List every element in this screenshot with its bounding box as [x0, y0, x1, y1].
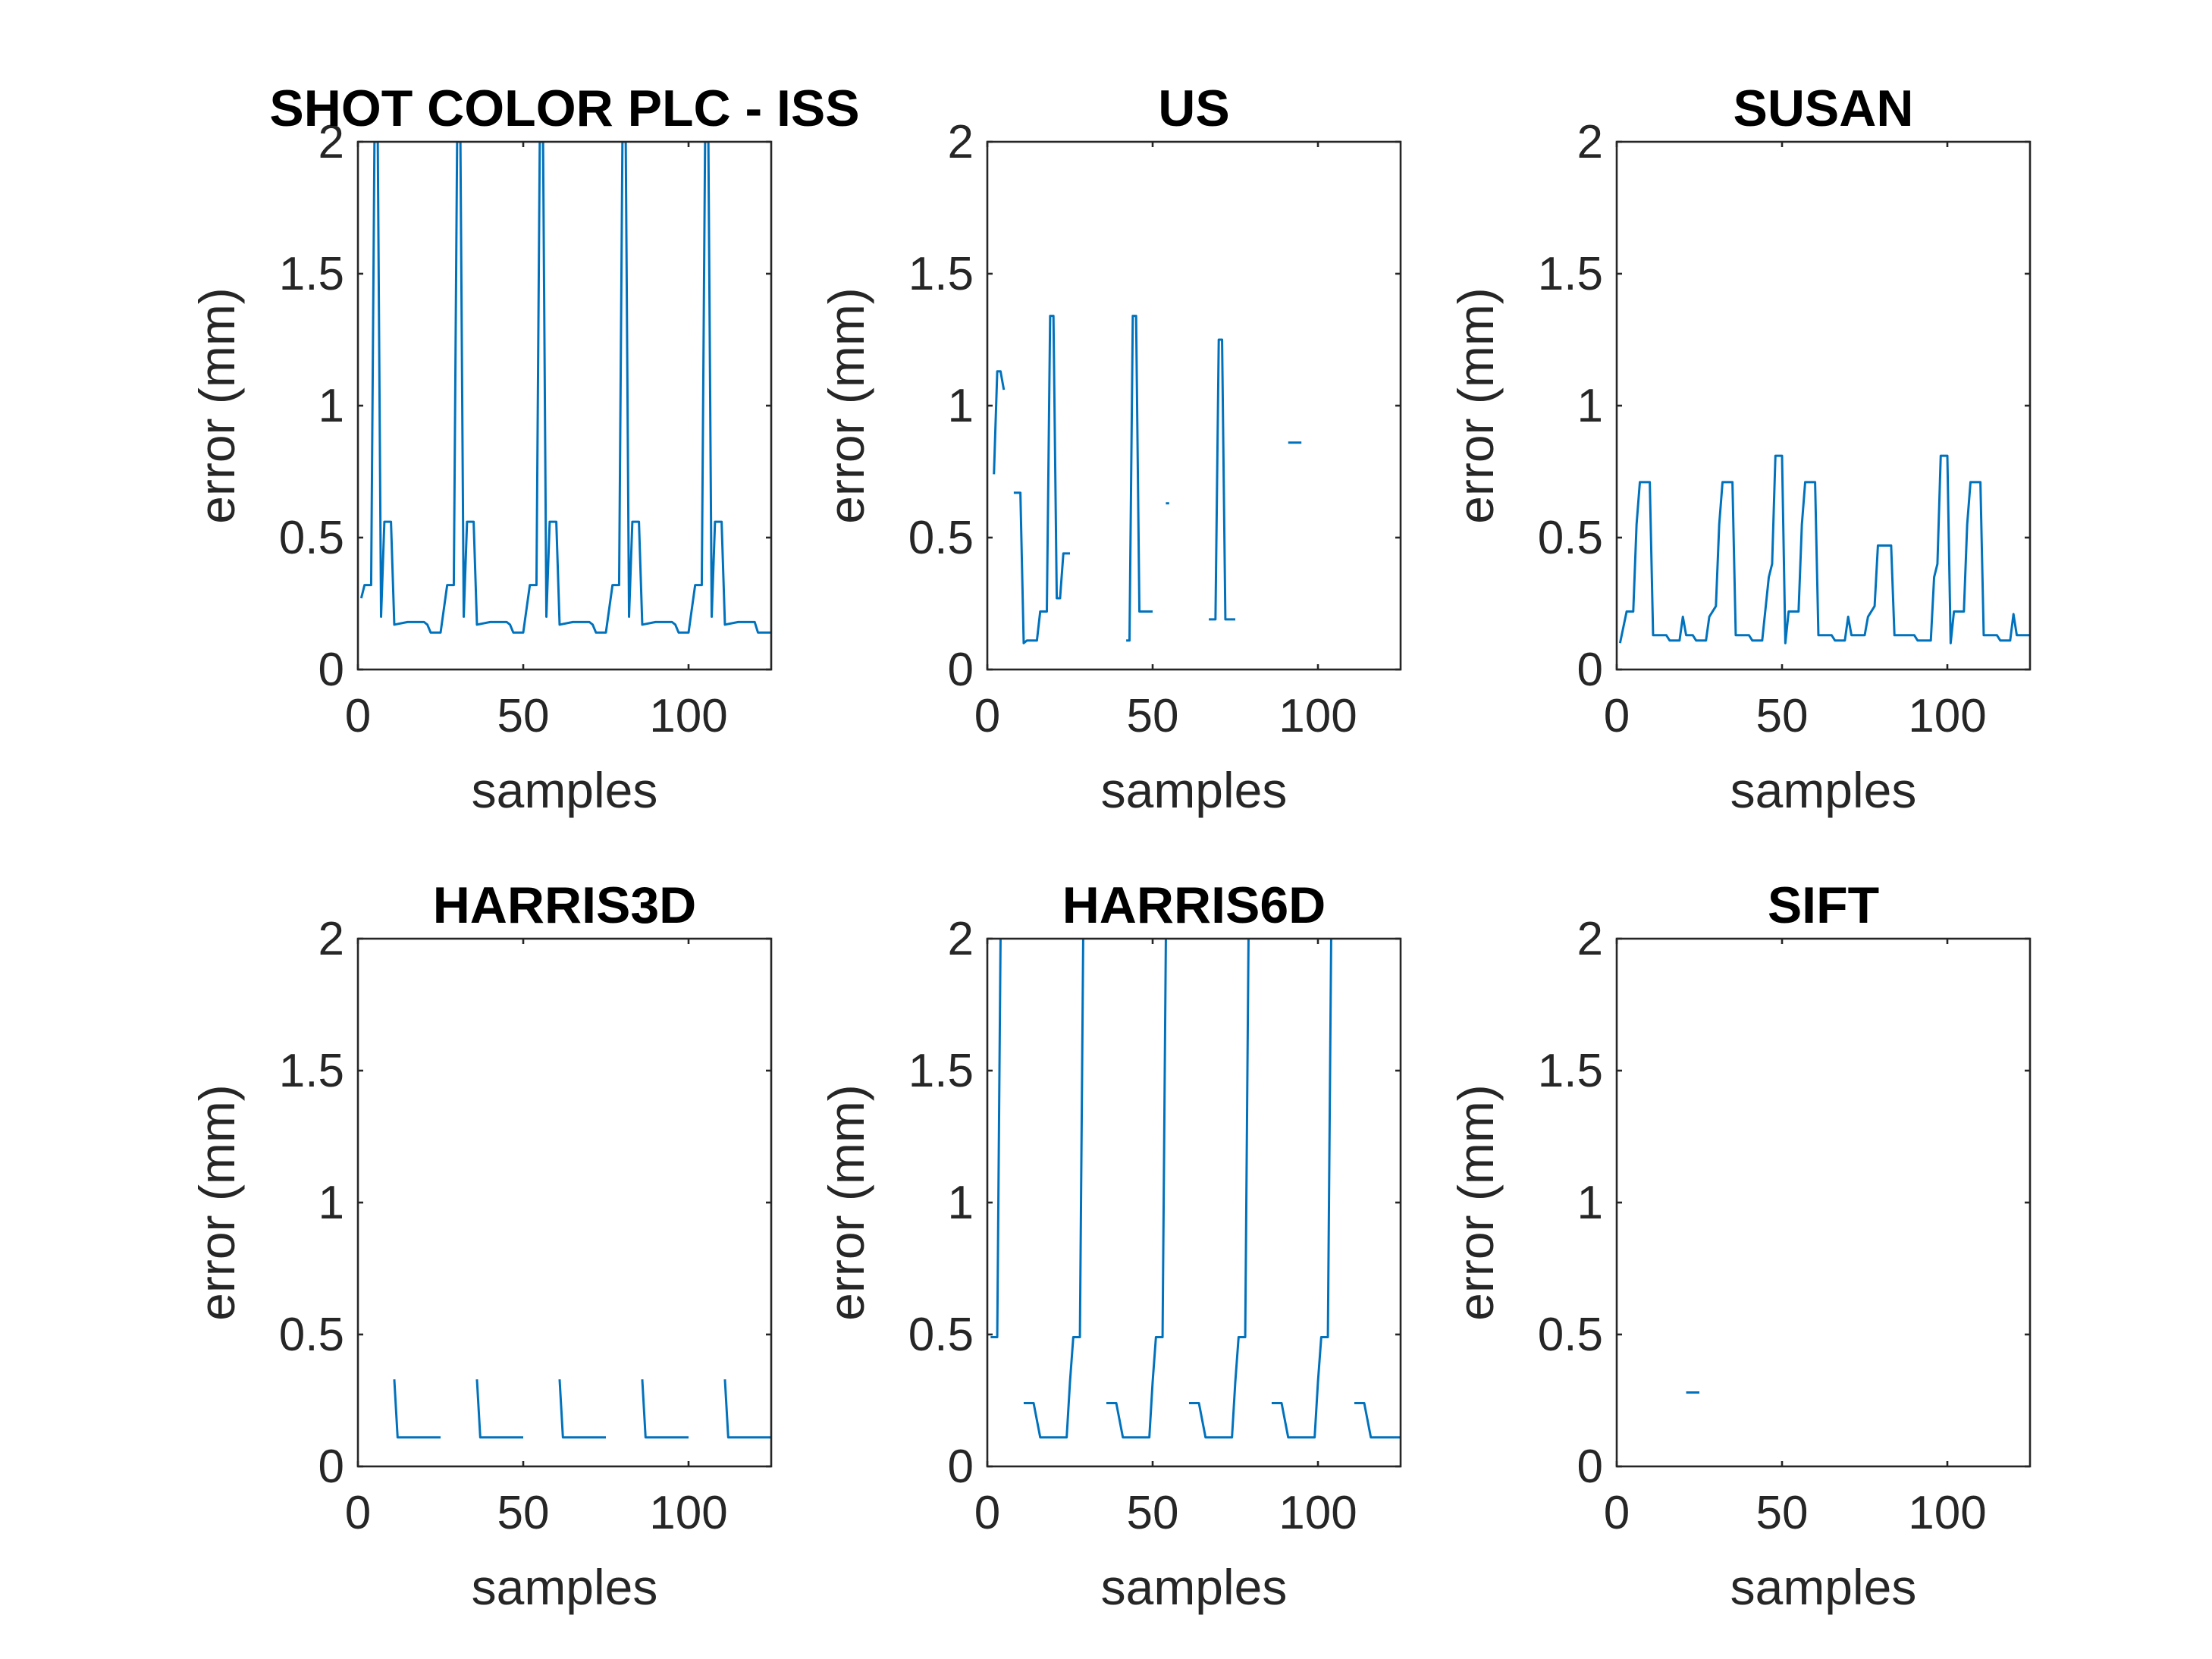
x-tick-label: 50 — [497, 690, 550, 742]
panel-title: HARRIS3D — [433, 877, 697, 934]
x-tick-label: 100 — [1908, 690, 1986, 742]
x-tick-label: 50 — [1127, 1487, 1179, 1539]
series-line-segment-6 — [1354, 1401, 1401, 1439]
series-line-segment-1 — [993, 370, 1006, 475]
series-line-segment-5 — [1209, 338, 1235, 621]
axes-frame — [356, 937, 773, 1468]
y-tick-label: 0.5 — [279, 512, 344, 564]
y-tick-label: 1.5 — [279, 1045, 344, 1097]
x-tick-label: 100 — [1279, 1487, 1357, 1539]
y-tick-label: 1 — [318, 1177, 344, 1229]
y-tick-label: 2 — [1577, 913, 1603, 965]
x-tick-label: 0 — [345, 1487, 371, 1539]
y-tick-label: 2 — [948, 116, 974, 168]
x-tick-label: 50 — [1127, 690, 1179, 742]
panel-harris6d: 0 50 100 0 0.5 1 1.5 2 samples error (mm) HARRIS6D — [818, 877, 1402, 1615]
series-line-segment-1 — [359, 142, 771, 634]
y-tick-label: 1 — [948, 1177, 974, 1229]
panel-us: 0 50 100 0 0.5 1 1.5 2 samples error (mm) US — [818, 80, 1402, 818]
y-tick-label: 2 — [1577, 116, 1603, 168]
panel-title: SIFT — [1768, 877, 1879, 934]
series-line-segment-4 — [1188, 939, 1250, 1439]
series-line-segment-1 — [393, 1379, 441, 1439]
y-tick-label: 2 — [948, 913, 974, 965]
y-axis-label: error (mm) — [1448, 287, 1504, 524]
y-tick-label: 2 — [318, 116, 344, 168]
y-tick-label: 1 — [948, 380, 974, 432]
x-tick-label: 100 — [1279, 690, 1357, 742]
x-tick-label: 0 — [974, 690, 1000, 742]
series-line-segment-4 — [641, 1379, 689, 1439]
y-tick-label: 0.5 — [279, 1309, 344, 1361]
axes-frame — [1615, 140, 2032, 671]
x-tick-label: 100 — [649, 690, 727, 742]
series-line-segment-5 — [1271, 939, 1332, 1439]
x-tick-label: 50 — [1756, 1487, 1809, 1539]
y-tick-label: 1.5 — [908, 1045, 974, 1097]
panel-title: SUSAN — [1733, 80, 1913, 137]
y-tick-label: 1 — [1577, 380, 1603, 432]
series-line-segment-2 — [475, 1379, 523, 1439]
y-tick-label: 0.5 — [1538, 512, 1603, 564]
x-axis-label: samples — [472, 762, 658, 818]
x-tick-label: 0 — [1604, 1487, 1630, 1539]
y-tick-label: 0 — [1577, 1441, 1603, 1493]
x-axis-label: samples — [472, 1559, 658, 1615]
series-line-segment-1 — [990, 939, 1002, 1338]
y-tick-label: 1.5 — [279, 248, 344, 300]
panel-shot-color-plc-iss: 0 50 100 0 0.5 1 1.5 2 samples error (mm) SHOT COL… — [189, 80, 860, 818]
y-tick-label: 0 — [948, 644, 974, 696]
y-tick-label: 2 — [318, 913, 344, 965]
x-axis-label: samples — [1101, 1559, 1288, 1615]
panel-harris3d: 0 50 100 0 0.5 1 1.5 2 samples error (mm) HARRIS3D — [189, 877, 773, 1615]
y-axis-label: error (mm) — [189, 287, 245, 524]
y-tick-label: 0 — [948, 1441, 974, 1493]
y-axis-label: error (mm) — [818, 287, 874, 524]
series-line-segment-2 — [1013, 315, 1070, 644]
y-axis-label: error (mm) — [1448, 1084, 1504, 1321]
y-tick-label: 0.5 — [1538, 1309, 1603, 1361]
x-tick-label: 50 — [497, 1487, 550, 1539]
x-tick-label: 100 — [649, 1487, 727, 1539]
panel-susan: 0 50 100 0 0.5 1 1.5 2 samples error (mm) SUSAN — [1448, 80, 2032, 818]
panel-title: SHOT COLOR PLC - ISS — [269, 80, 859, 137]
x-axis-label: samples — [1730, 1559, 1917, 1615]
series-line-segment-3 — [558, 1379, 606, 1439]
y-tick-label: 0 — [1577, 644, 1603, 696]
panel-title: US — [1158, 80, 1229, 137]
y-tick-label: 0.5 — [908, 1309, 974, 1361]
panel-sift: 0 50 100 0 0.5 1 1.5 2 samples error (mm) SIFT — [1448, 877, 2032, 1615]
y-tick-label: 0.5 — [908, 512, 974, 564]
y-tick-label: 0 — [318, 644, 344, 696]
y-tick-label: 1.5 — [908, 248, 974, 300]
y-tick-label: 1 — [1577, 1177, 1603, 1229]
y-tick-label: 1 — [318, 380, 344, 432]
y-tick-label: 1.5 — [1538, 248, 1603, 300]
y-tick-label: 1.5 — [1538, 1045, 1603, 1097]
x-tick-label: 50 — [1756, 690, 1809, 742]
series-line-segment-1 — [1618, 454, 2030, 644]
y-axis-label: error (mm) — [818, 1084, 874, 1321]
series-line-segment-3 — [1106, 939, 1167, 1439]
x-tick-label: 0 — [345, 690, 371, 742]
series-line-segment-5 — [723, 1379, 771, 1439]
x-tick-label: 0 — [974, 1487, 1000, 1539]
y-axis-label: error (mm) — [189, 1084, 245, 1321]
series-line-segment-2 — [1023, 939, 1084, 1439]
series-line-segment-3 — [1126, 315, 1153, 642]
x-axis-label: samples — [1730, 762, 1917, 818]
axes-frame — [1615, 937, 2032, 1468]
panel-title: HARRIS6D — [1062, 877, 1326, 934]
x-tick-label: 100 — [1908, 1487, 1986, 1539]
axes-frame — [986, 937, 1402, 1468]
y-tick-label: 0 — [318, 1441, 344, 1493]
x-axis-label: samples — [1101, 762, 1288, 818]
x-tick-label: 0 — [1604, 690, 1630, 742]
